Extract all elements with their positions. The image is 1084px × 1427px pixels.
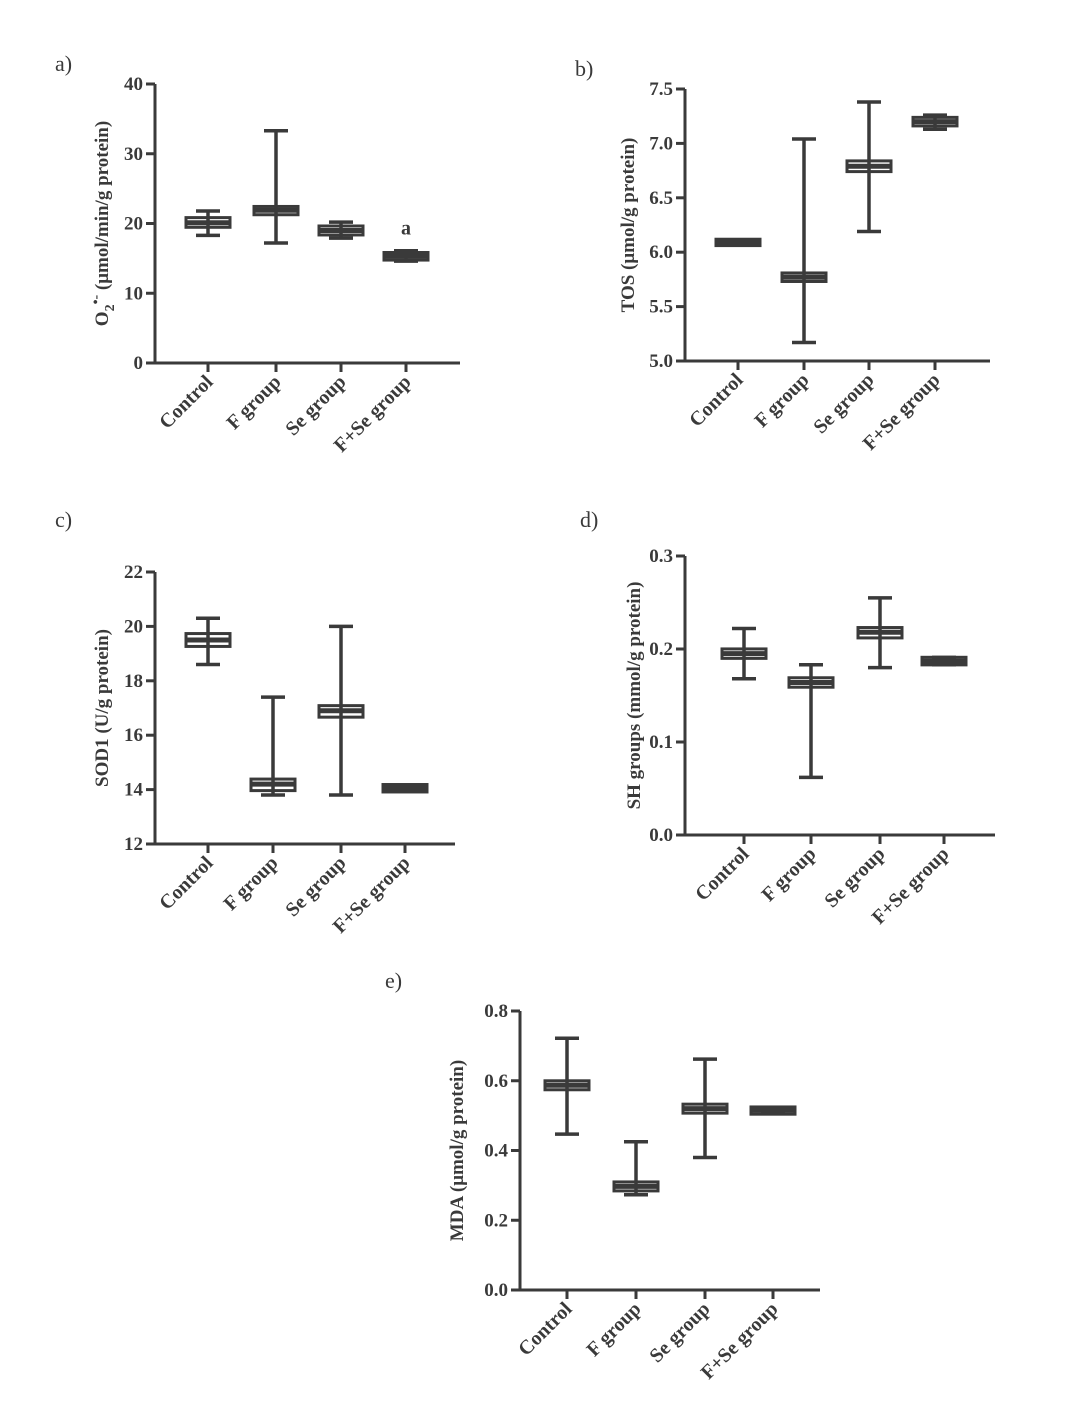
y-tick-label: 6.5 <box>649 188 673 209</box>
x-category-label-se-group: Se group <box>809 369 878 438</box>
x-category-label-f-group: F group <box>750 369 813 432</box>
box-se-group <box>317 624 365 797</box>
box-f-se-group <box>749 1105 797 1116</box>
y-tick-label: 16 <box>124 725 143 746</box>
y-tick-label: 0.3 <box>649 546 673 567</box>
y-axis-title: TOS (μmol/g protein) <box>618 138 639 313</box>
y-axis-title-rest: (μmol/min/g protein) <box>92 121 113 295</box>
panel-1: a) 0 10 20 30 40 O2•- (μmol/min/g protein) Cont… <box>55 51 460 457</box>
y-tick-label: 30 <box>124 144 143 165</box>
x-category-label-f-group: F group <box>582 1298 645 1361</box>
y-axis-title-subscript: 2 <box>103 304 118 311</box>
box-se-group <box>317 220 365 240</box>
y-tick-label: 0 <box>134 353 144 374</box>
x-category-label-f-group: F group <box>222 371 285 434</box>
box-f-group <box>787 663 835 780</box>
box-f-group <box>612 1140 660 1197</box>
box-f-se-group <box>381 783 429 794</box>
panel-3: c) 12 14 16 18 20 22 SOD1 (U/g protein) Control F… <box>55 507 455 938</box>
y-tick-label: 0.2 <box>484 1210 508 1231</box>
y-tick-label: 20 <box>124 616 143 637</box>
y-tick-label: 22 <box>124 562 143 583</box>
y-axis-title-superscript: •- <box>89 295 104 305</box>
y-tick-label: 0.6 <box>484 1071 508 1092</box>
y-tick-label: 14 <box>124 780 144 801</box>
y-tick-label: 18 <box>124 671 143 692</box>
box-f-se-group <box>920 655 968 667</box>
y-axis-title-main: O <box>92 311 113 326</box>
x-category-label-f-group: F group <box>219 852 282 915</box>
box-control <box>184 616 232 667</box>
box-control <box>543 1036 591 1136</box>
panel-label: d) <box>580 507 598 532</box>
x-category-label-f-group: F group <box>757 843 820 906</box>
box-control <box>720 626 768 681</box>
panel-5: e) 0.0 0.2 0.4 0.6 0.8 MDA (μmol/g protein) Con… <box>385 968 820 1384</box>
box-se-group <box>845 100 893 234</box>
y-axis-title: MDA (μmol/g protein) <box>447 1060 468 1241</box>
panel-label: e) <box>385 968 402 993</box>
y-tick-label: 0.2 <box>649 639 673 660</box>
box-f-group <box>249 695 297 797</box>
box-f-se-group <box>911 113 959 132</box>
y-tick-label: 20 <box>124 214 143 235</box>
y-tick-label: 0.0 <box>649 825 673 846</box>
y-tick-label: 12 <box>124 834 143 855</box>
y-tick-label: 40 <box>124 74 143 95</box>
y-tick-label: 6.0 <box>649 242 673 263</box>
box-control <box>714 237 762 248</box>
box-f-group <box>780 137 828 345</box>
x-category-label-se-group: Se group <box>645 1298 714 1367</box>
y-axis-title: SH groups (mmol/g protein) <box>624 582 645 810</box>
box-se-group <box>681 1057 729 1160</box>
significance-annotation: a <box>401 218 411 240</box>
y-tick-label: 10 <box>124 283 143 304</box>
x-category-label-control: Control <box>155 852 218 915</box>
y-axis-title: SOD1 (U/g protein) <box>92 629 113 787</box>
box-f-group <box>252 128 300 245</box>
y-tick-label: 0.4 <box>484 1141 508 1162</box>
y-tick-label: 7.0 <box>649 133 673 154</box>
panel-4: d) 0.0 0.1 0.2 0.3SH groups (mmol/g protein)… <box>580 507 995 929</box>
box-control <box>184 209 232 238</box>
y-tick-label: 0.8 <box>484 1001 508 1022</box>
y-tick-label: 7.5 <box>649 79 673 100</box>
y-tick-label: 5.0 <box>649 351 673 372</box>
panel-2: b) 5.0 5.5 6.0 6.5 7.0 7.5 TOS (μmol/g protein)… <box>575 56 990 455</box>
box-f-se-group <box>382 248 430 263</box>
y-axis-title: O2•- (μmol/min/g protein) <box>89 121 118 326</box>
x-category-label-control: Control <box>514 1298 577 1361</box>
panel-label: a) <box>55 51 72 76</box>
y-tick-label: 5.5 <box>649 297 673 318</box>
y-tick-label: 0.1 <box>649 732 673 753</box>
x-category-label-control: Control <box>685 369 748 432</box>
box-se-group <box>856 596 904 670</box>
y-tick-label: 0.0 <box>484 1280 508 1301</box>
x-category-label-control: Control <box>155 371 218 434</box>
x-category-label-control: Control <box>691 843 754 906</box>
panel-label: b) <box>575 56 593 81</box>
panel-label: c) <box>55 507 72 532</box>
